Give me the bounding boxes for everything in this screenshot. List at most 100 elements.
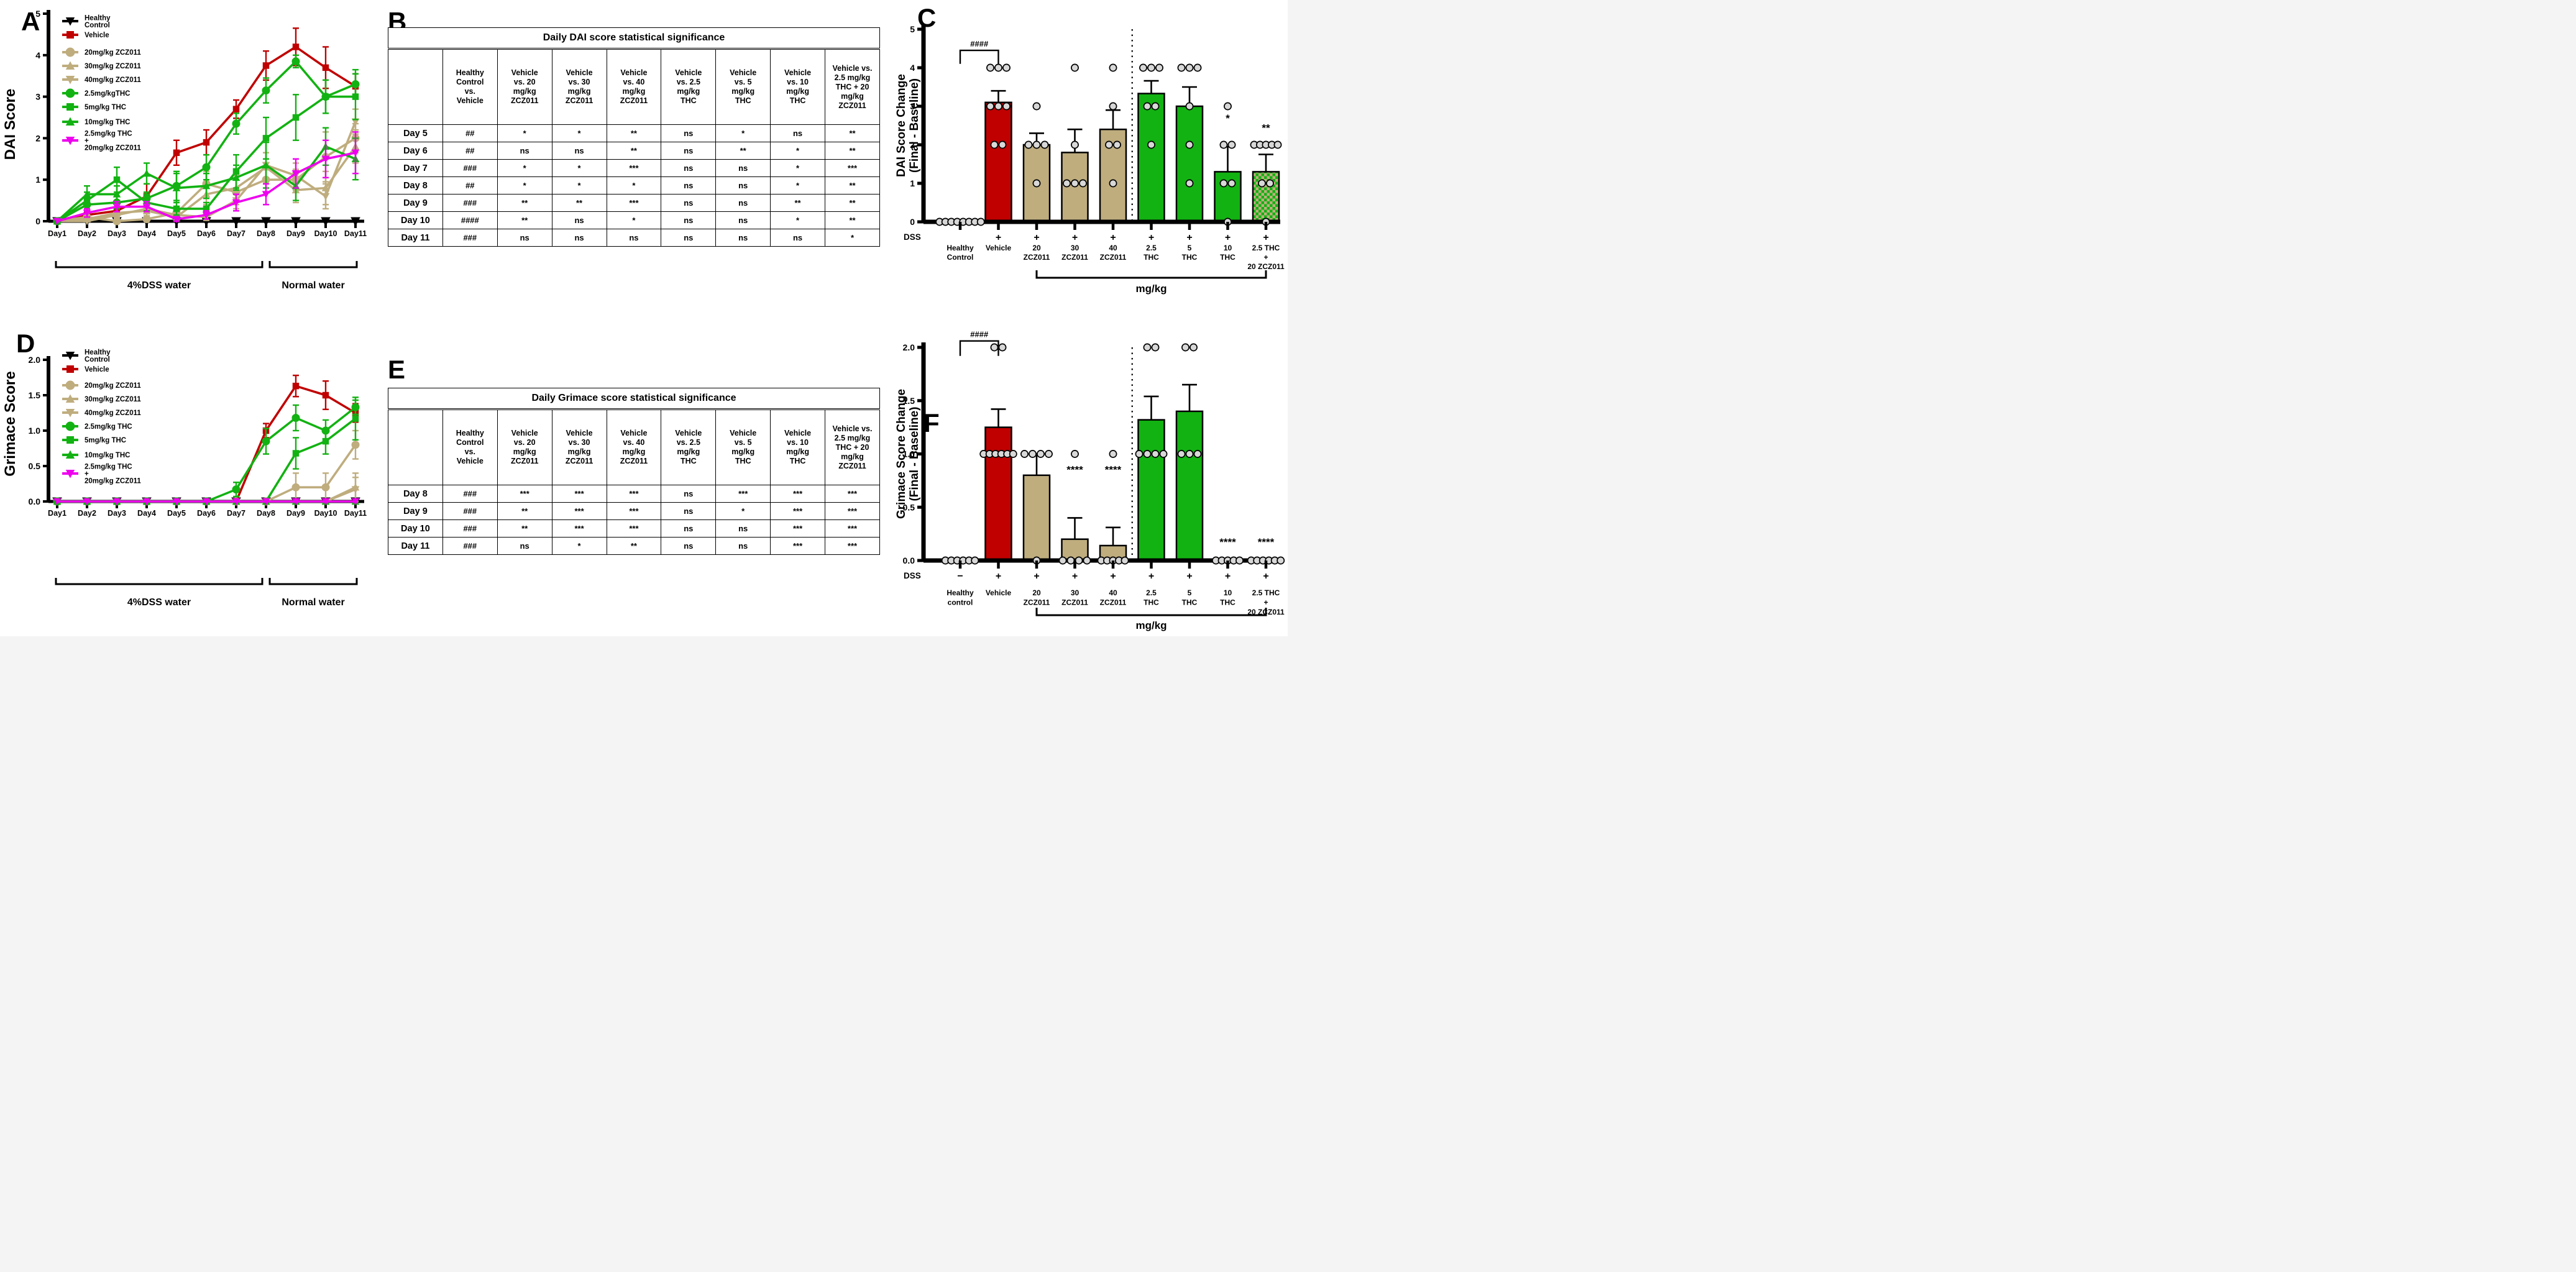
table-column-header: Vehicle vs. 30 mg/kg ZCZ011 <box>551 409 607 485</box>
data-point-dot <box>1002 102 1011 111</box>
y-tick-label: 1 <box>35 175 40 185</box>
data-point-marker <box>292 43 300 50</box>
table-significance-cell: ** <box>606 142 662 160</box>
table-row: Day 10 ### ** *** *** ns ns *** *** <box>388 519 880 538</box>
data-point-dot <box>1185 102 1194 111</box>
significance-label: ** <box>1262 122 1270 134</box>
data-point-dot <box>986 63 994 72</box>
category-label-line: THC <box>1182 253 1198 262</box>
data-point-marker <box>322 391 329 399</box>
data-point-dot <box>1151 343 1160 352</box>
data-point-dot <box>1037 450 1045 458</box>
data-point-marker <box>113 176 121 183</box>
table-significance-cell: ** <box>715 142 771 160</box>
category-label-line: ZCZ011 <box>1061 253 1088 262</box>
data-point-dot <box>1181 343 1189 352</box>
data-point-marker <box>173 205 180 213</box>
table-significance-cell: ** <box>825 124 880 142</box>
legend-marker <box>66 103 74 111</box>
dss-value: + <box>1110 571 1116 582</box>
y-axis-title-line: (Final - Baseline) <box>908 406 921 501</box>
table-significance-cell: ns <box>606 229 662 247</box>
x-tick-label: Day5 <box>167 229 186 238</box>
legend-marker <box>65 421 75 431</box>
table-corner-cell <box>388 409 443 485</box>
category-label-line: 2.5 THC <box>1252 244 1280 252</box>
legend-label: 20mg/kg ZCZ011 <box>85 49 141 57</box>
hash-significance-label: #### <box>970 330 989 339</box>
table-significance-cell: *** <box>825 537 880 555</box>
data-point-marker <box>351 486 360 494</box>
data-point-dot <box>1193 450 1202 458</box>
data-point-marker <box>112 498 121 506</box>
bar <box>1175 410 1204 562</box>
panel-a-letter: A <box>21 7 40 36</box>
panel-c-letter: C <box>917 3 937 32</box>
table-day-cell: Day 7 <box>388 159 443 177</box>
legend-label: 40mg/kg ZCZ011 <box>85 76 141 84</box>
x-tick-label: Day4 <box>137 509 156 518</box>
table-significance-cell: ns <box>715 176 771 194</box>
data-point-marker <box>203 205 210 213</box>
table-significance-cell: ** <box>497 194 552 212</box>
data-point-dot <box>1071 140 1079 149</box>
table-column-header: Vehicle vs. 2.5 mg/kg THC <box>661 48 717 125</box>
category-label-line: THC <box>1220 598 1235 607</box>
dss-value: + <box>996 232 1001 243</box>
x-tick-label: Day3 <box>108 509 126 518</box>
table-significance-cell: ns <box>661 519 717 538</box>
y-tick-label: 3 <box>910 101 915 111</box>
data-point-marker <box>112 217 121 226</box>
data-point-marker <box>321 483 330 492</box>
data-point-marker <box>232 106 240 112</box>
dss-value: + <box>1225 232 1231 243</box>
data-point-marker <box>262 437 270 446</box>
category-label-line: 30 <box>1071 588 1079 597</box>
x-tick-label: Day1 <box>48 229 66 238</box>
y-tick-label: 5 <box>910 24 915 34</box>
phase-bracket <box>55 261 264 268</box>
table-significance-cell: ns <box>770 229 825 247</box>
table-day-cell: Day 11 <box>388 229 443 247</box>
dss-value: + <box>1034 571 1039 582</box>
data-point-dot <box>1277 556 1285 565</box>
data-point-marker <box>351 498 360 506</box>
table-significance-cell: * <box>770 142 825 160</box>
hash-bracket <box>959 340 999 356</box>
table-significance-cell: * <box>551 124 607 142</box>
table-significance-cell: ** <box>825 194 880 212</box>
dss-value: + <box>1034 232 1039 243</box>
category-label-line: ZCZ011 <box>1100 598 1127 607</box>
significance-table: Daily Grimace score statistical signific… <box>388 388 880 555</box>
y-tick-label: 3 <box>35 92 40 102</box>
data-point-dot <box>1105 140 1113 149</box>
table-significance-cell: ns <box>497 537 552 555</box>
x-tick-label: Day3 <box>108 229 126 238</box>
data-point-dot <box>1219 179 1228 188</box>
table-row: Day 6 ## ns ns ** ns ** * ** <box>388 142 880 160</box>
data-point-dot <box>1121 556 1129 565</box>
hash-significance-label: #### <box>970 39 989 48</box>
grimace-change-bar-chart: 0.0 0.5 1.0 1.5 2.0 Grimace Score Change (Fina… <box>895 330 1285 631</box>
y-tick-label: 0.0 <box>903 556 915 565</box>
x-tick-label: Day10 <box>314 229 337 238</box>
table-significance-cell: ns <box>497 229 552 247</box>
data-point-marker <box>172 216 181 224</box>
data-point-marker <box>202 181 211 190</box>
data-point-marker <box>202 498 211 506</box>
hash-bracket <box>959 49 999 64</box>
data-point-dot <box>1032 102 1041 111</box>
legend-marker <box>65 117 75 126</box>
data-point-marker <box>83 217 91 226</box>
data-point-marker <box>53 217 62 226</box>
data-point-dot <box>976 217 985 226</box>
data-point-dot <box>1066 556 1075 565</box>
table-significance-cell: * <box>606 176 662 194</box>
significance-label: * <box>1226 112 1230 124</box>
y-tick-label: 2.0 <box>903 342 915 352</box>
legend-label: Healthy <box>85 14 111 22</box>
data-point-dot <box>1189 343 1198 352</box>
y-tick-label: 1.5 <box>29 390 41 400</box>
data-point-dot <box>994 102 1002 111</box>
